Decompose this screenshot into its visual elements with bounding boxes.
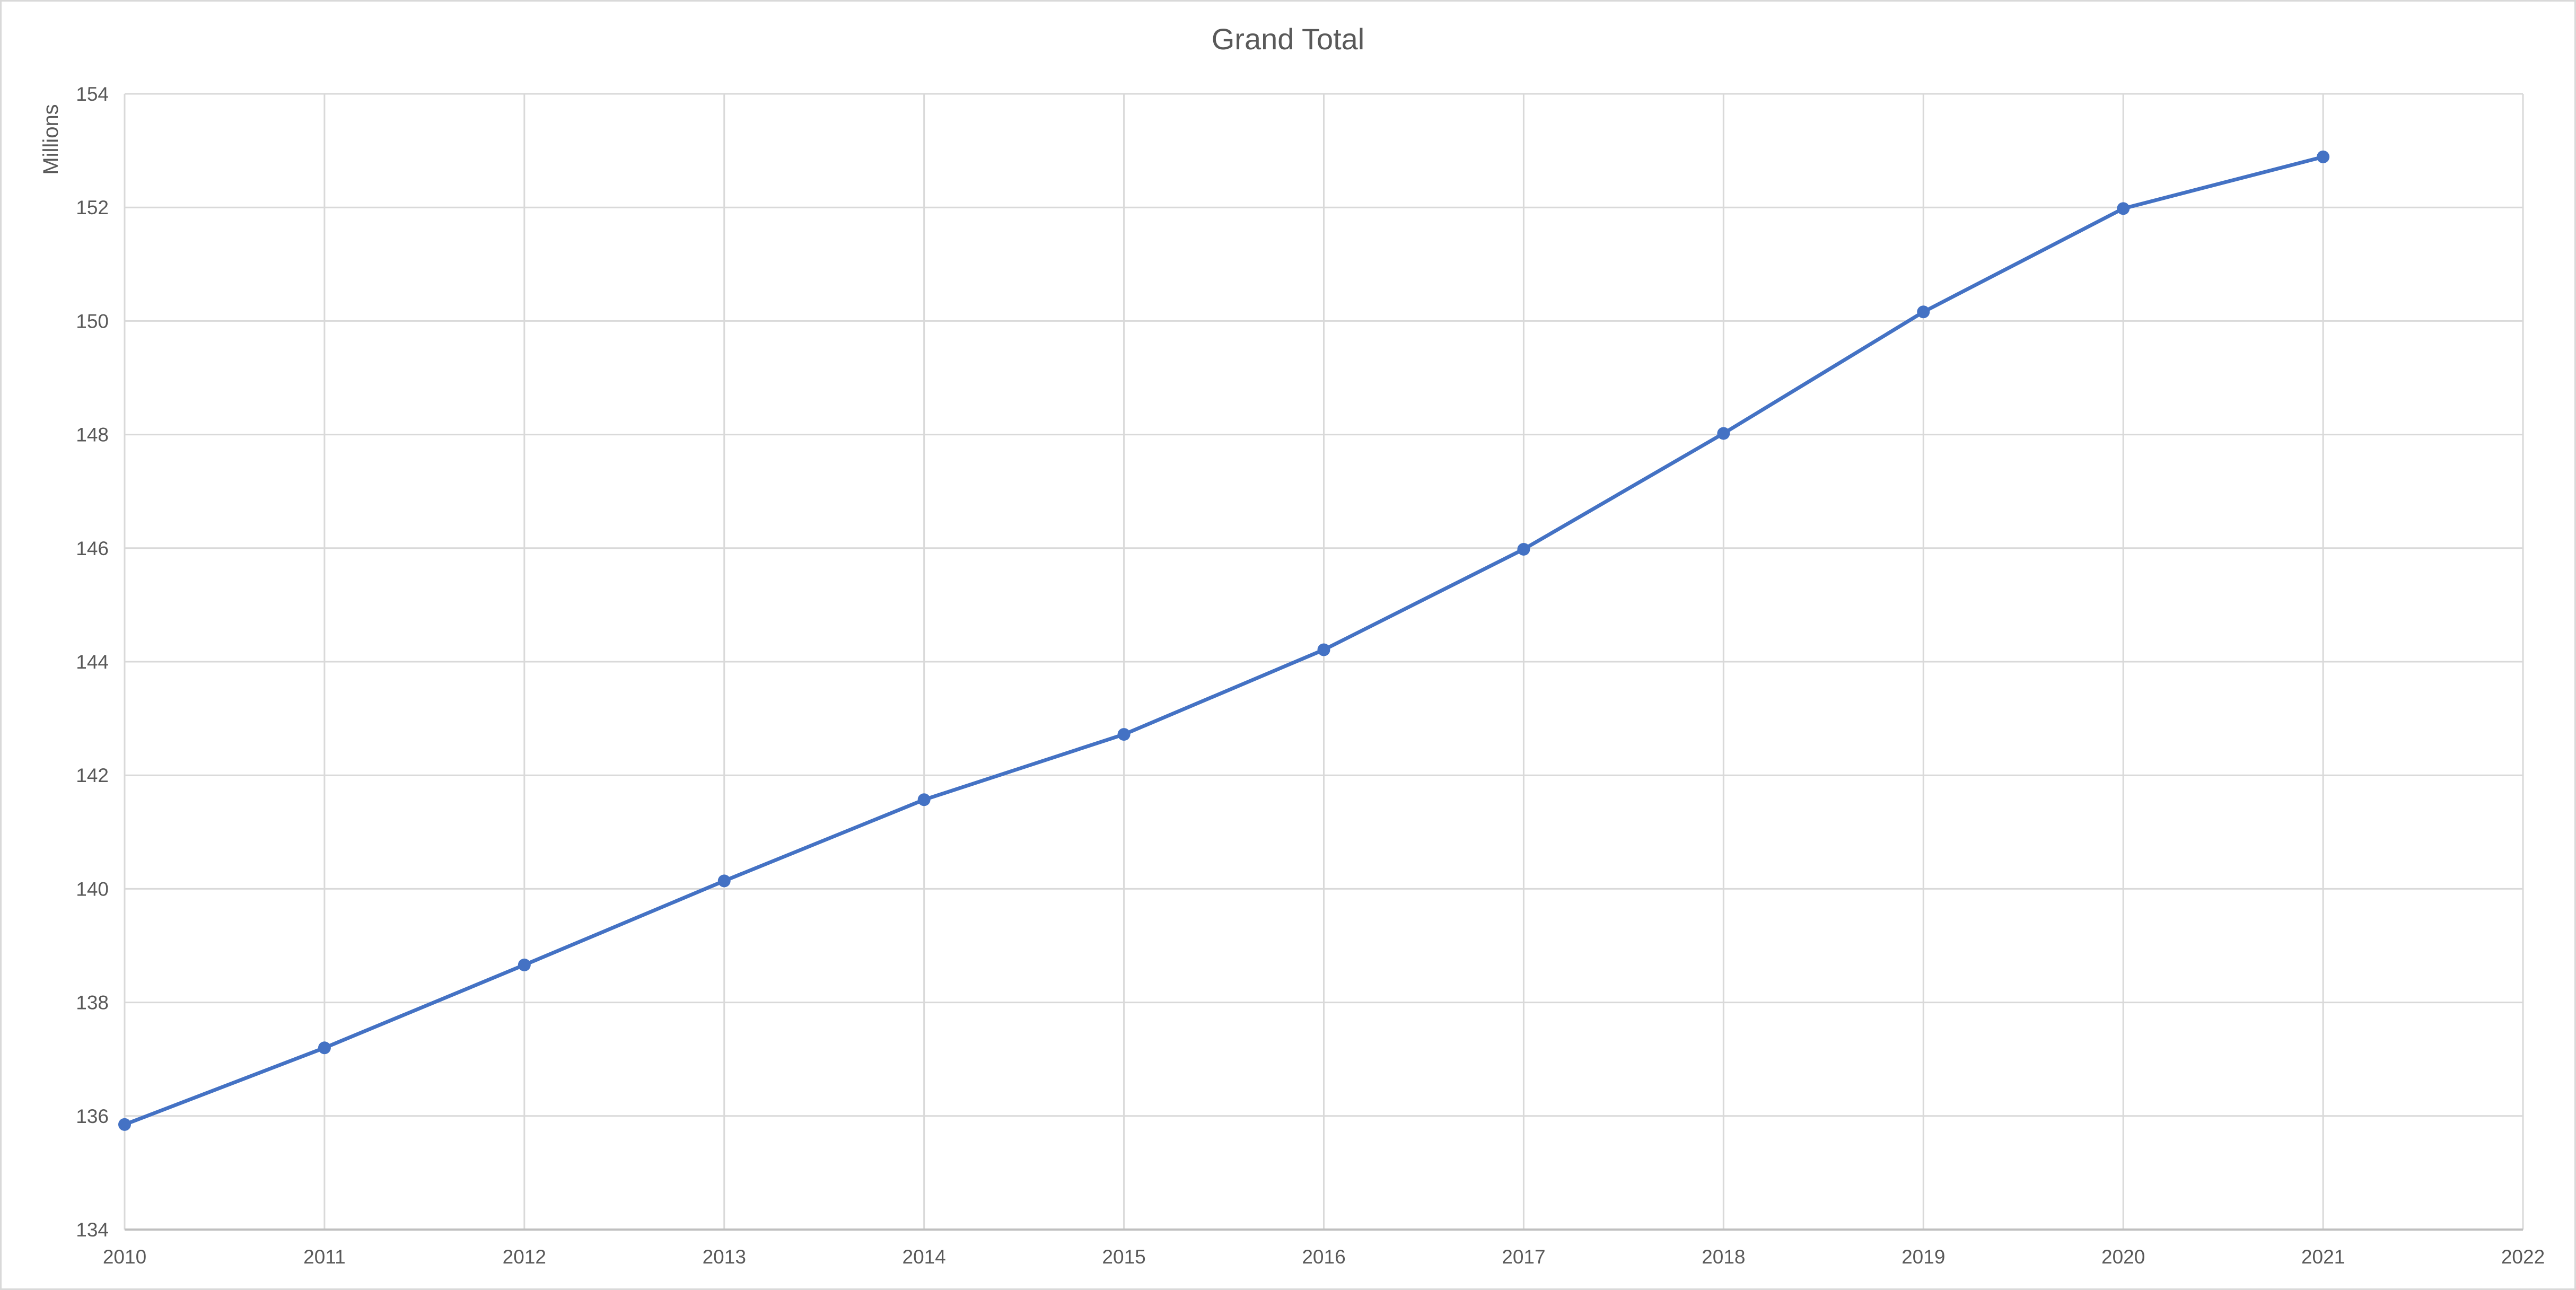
data-point	[1117, 728, 1131, 741]
x-tick-label: 2014	[903, 1246, 946, 1268]
x-tick-label: 2013	[703, 1246, 746, 1268]
x-tick-label: 2022	[2501, 1246, 2545, 1268]
y-tick-label: 144	[76, 651, 109, 673]
y-tick-label: 134	[76, 1219, 109, 1241]
data-point	[1517, 542, 1530, 556]
data-point	[917, 793, 931, 806]
x-tick-label: 2019	[1902, 1246, 1945, 1268]
y-tick-label: 148	[76, 424, 109, 446]
x-tick-label: 2015	[1102, 1246, 1145, 1268]
y-tick-label: 146	[76, 538, 109, 559]
data-point	[318, 1041, 331, 1055]
data-point	[717, 874, 731, 888]
y-tick-label: 140	[76, 878, 109, 900]
x-tick-label: 2021	[2301, 1246, 2345, 1268]
x-tick-label: 2012	[503, 1246, 546, 1268]
chart-title: Grand Total	[1211, 22, 1365, 56]
x-tick-label: 2018	[1702, 1246, 1745, 1268]
data-point	[518, 958, 531, 971]
x-tick-label: 2016	[1302, 1246, 1345, 1268]
y-tick-label: 150	[76, 310, 109, 332]
x-tick-label: 2017	[1502, 1246, 1545, 1268]
y-tick-label: 154	[76, 83, 109, 105]
x-tick-label: 2020	[2101, 1246, 2145, 1268]
x-tick-label: 2011	[303, 1246, 346, 1268]
data-series	[118, 150, 2330, 1131]
data-point	[2117, 202, 2130, 215]
data-point	[1317, 643, 1330, 656]
y-axis-title: Millions	[39, 104, 63, 174]
data-point	[118, 1118, 131, 1131]
y-tick-label: 136	[76, 1105, 109, 1127]
x-tick-label: 2010	[103, 1246, 146, 1268]
y-tick-label: 142	[76, 765, 109, 786]
y-tick-label: 138	[76, 992, 109, 1014]
y-tick-label: 152	[76, 197, 109, 218]
data-point	[2317, 150, 2330, 163]
data-point	[1717, 427, 1730, 440]
tick-labels: 134 136 138 140 142 144 146 148 150 152 154 2010 201…	[76, 83, 2545, 1268]
grid-lines	[124, 93, 2524, 1230]
data-point	[1917, 305, 1930, 319]
series-line	[122, 155, 2325, 1127]
